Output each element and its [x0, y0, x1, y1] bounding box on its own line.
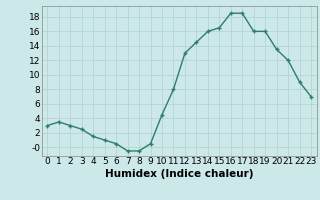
X-axis label: Humidex (Indice chaleur): Humidex (Indice chaleur) [105, 169, 253, 179]
